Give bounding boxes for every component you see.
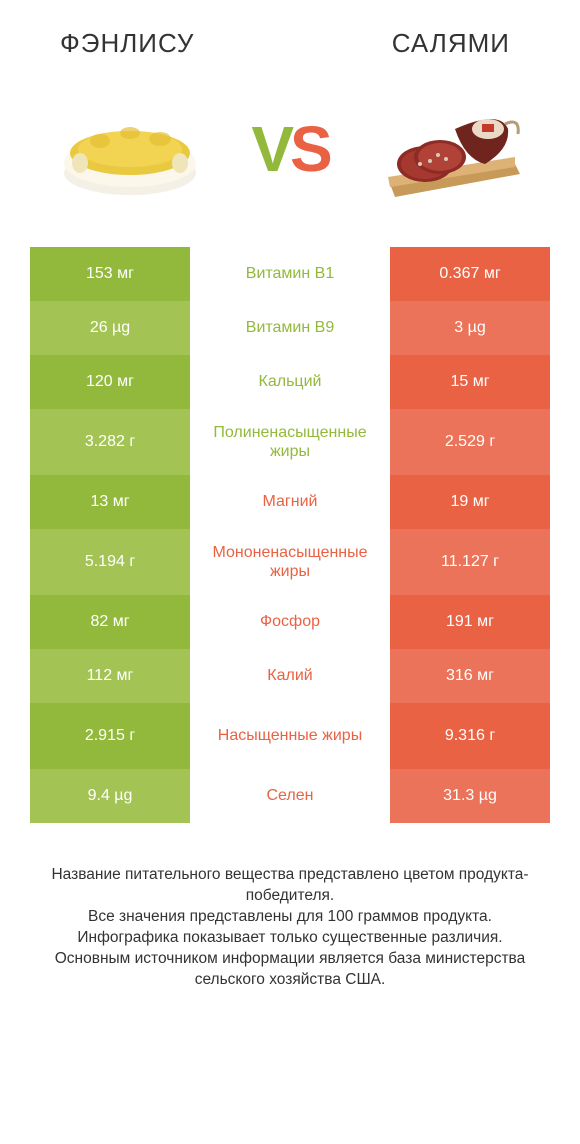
table-row: 153 мгВитамин B10.367 мг [30,247,550,301]
hero-row: VS [0,59,580,239]
cell-left-value: 9.4 µg [30,769,190,823]
cell-left-value: 26 µg [30,301,190,355]
cell-nutrient-name: Витамин B9 [190,301,390,355]
cell-right-value: 2.529 г [390,409,550,475]
cell-nutrient-name: Полиненасыщенные жиры [190,409,390,475]
vs-s: S [290,113,329,185]
cell-left-value: 82 мг [30,595,190,649]
cell-nutrient-name: Магний [190,475,390,529]
title-right: САЛЯМИ [392,28,510,59]
food-image-left [50,89,210,209]
cell-nutrient-name: Фосфор [190,595,390,649]
cell-right-value: 0.367 мг [390,247,550,301]
cell-right-value: 11.127 г [390,529,550,595]
food-image-right [370,89,530,209]
cell-right-value: 191 мг [390,595,550,649]
cell-right-value: 3 µg [390,301,550,355]
table-row: 5.194 гМононенасыщенные жиры11.127 г [30,529,550,595]
title-left: ФЭНЛИСУ [60,28,194,59]
table-row: 120 мгКальций15 мг [30,355,550,409]
footer-line: Название питательного вещества представл… [30,865,550,907]
cell-right-value: 19 мг [390,475,550,529]
table-row: 112 мгКалий316 мг [30,649,550,703]
comparison-table: 153 мгВитамин B10.367 мг26 µgВитамин B93… [30,247,550,823]
cell-nutrient-name: Насыщенные жиры [190,703,390,769]
footer-line: Инфографика показывает только существенн… [30,928,550,949]
table-row: 9.4 µgСелен31.3 µg [30,769,550,823]
cell-left-value: 112 мг [30,649,190,703]
table-row: 13 мгМагний19 мг [30,475,550,529]
cell-left-value: 3.282 г [30,409,190,475]
cell-nutrient-name: Калий [190,649,390,703]
footer-line: Все значения представлены для 100 граммо… [30,907,550,928]
table-row: 26 µgВитамин B93 µg [30,301,550,355]
cell-nutrient-name: Селен [190,769,390,823]
cell-left-value: 2.915 г [30,703,190,769]
header: ФЭНЛИСУ САЛЯМИ [0,0,580,59]
vs-v: V [251,113,290,185]
cell-nutrient-name: Витамин B1 [190,247,390,301]
table-row: 3.282 гПолиненасыщенные жиры2.529 г [30,409,550,475]
cell-right-value: 15 мг [390,355,550,409]
cell-nutrient-name: Мононенасыщенные жиры [190,529,390,595]
cell-left-value: 120 мг [30,355,190,409]
footer-line: Основным источником информации является … [30,949,550,991]
cell-nutrient-name: Кальций [190,355,390,409]
table-row: 2.915 гНасыщенные жиры9.316 г [30,703,550,769]
footer-notes: Название питательного вещества представл… [30,865,550,991]
cell-left-value: 13 мг [30,475,190,529]
cell-left-value: 5.194 г [30,529,190,595]
cell-right-value: 9.316 г [390,703,550,769]
table-row: 82 мгФосфор191 мг [30,595,550,649]
cell-right-value: 316 мг [390,649,550,703]
cell-right-value: 31.3 µg [390,769,550,823]
vs-label: VS [251,112,328,186]
cell-left-value: 153 мг [30,247,190,301]
